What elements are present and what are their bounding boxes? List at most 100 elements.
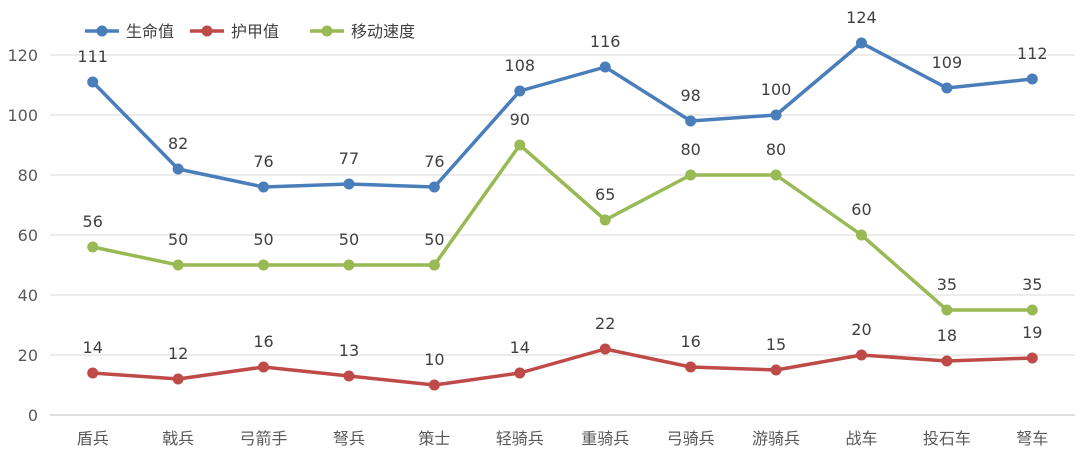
data-label: 12 — [168, 344, 188, 363]
data-label: 16 — [253, 332, 273, 351]
data-point — [1026, 352, 1038, 364]
x-axis: 盾兵 戟兵 弓箭手 弩兵 策士 轻骑兵 重骑兵 弓骑兵 游骑兵 战车 投石车 弩车 — [77, 429, 1049, 448]
data-point — [428, 379, 440, 391]
series-line — [90, 41, 1035, 189]
data-point — [1026, 304, 1038, 316]
data-label: 77 — [339, 149, 359, 168]
data-label: 56 — [83, 212, 103, 231]
x-tick-label: 弓箭手 — [240, 429, 288, 448]
data-point — [599, 214, 611, 226]
data-label: 82 — [168, 134, 188, 153]
x-tick-label: 弩兵 — [333, 429, 365, 448]
data-point — [941, 304, 953, 316]
x-tick-label: 轻骑兵 — [496, 429, 544, 448]
data-point — [855, 349, 867, 361]
data-label: 20 — [851, 320, 871, 339]
y-tick-label: 100 — [7, 106, 38, 125]
legend-label: 生命值 — [126, 22, 174, 41]
legend: 生命值 护甲值 移动速度 — [85, 22, 415, 41]
data-label: 90 — [510, 110, 530, 129]
data-point — [685, 169, 697, 181]
data-point — [770, 364, 782, 376]
data-label: 18 — [937, 326, 957, 345]
y-axis: 0 20 40 60 80 100 120 — [7, 46, 38, 425]
data-point — [258, 259, 270, 271]
data-point — [172, 163, 184, 175]
data-label: 100 — [761, 80, 792, 99]
data-label: 50 — [339, 230, 359, 249]
y-tick-label: 0 — [28, 406, 38, 425]
y-tick-label: 40 — [18, 286, 38, 305]
data-label: 112 — [1017, 44, 1048, 63]
data-label: 22 — [595, 314, 615, 333]
x-tick-label: 策士 — [418, 429, 450, 448]
data-point — [87, 76, 99, 88]
y-tick-label: 120 — [7, 46, 38, 65]
data-point — [941, 355, 953, 367]
data-point — [172, 373, 184, 385]
data-point — [172, 259, 184, 271]
data-point — [343, 259, 355, 271]
x-tick-label: 游骑兵 — [752, 429, 800, 448]
data-point — [343, 178, 355, 190]
x-tick-label: 重骑兵 — [581, 429, 629, 448]
legend-marker-icon — [96, 25, 108, 37]
series-1: 14 12 16 13 10 14 22 16 15 20 18 19 — [83, 314, 1042, 391]
data-label: 60 — [851, 200, 871, 219]
series-line — [90, 347, 1035, 387]
legend-item: 生命值 — [85, 22, 174, 41]
data-point — [941, 82, 953, 94]
data-label: 50 — [168, 230, 188, 249]
data-point — [770, 109, 782, 121]
x-tick-label: 战车 — [845, 429, 877, 448]
data-label: 124 — [846, 8, 877, 27]
data-label: 108 — [505, 56, 536, 75]
y-tick-label: 80 — [18, 166, 38, 185]
data-label: 50 — [253, 230, 273, 249]
x-tick-label: 投石车 — [923, 429, 971, 448]
series-line — [90, 143, 1035, 312]
data-label: 98 — [680, 86, 700, 105]
data-point — [258, 181, 270, 193]
data-label: 65 — [595, 185, 615, 204]
legend-label: 移动速度 — [351, 22, 415, 41]
legend-marker-icon — [201, 25, 213, 37]
data-point — [685, 361, 697, 373]
y-tick-label: 20 — [18, 346, 38, 365]
data-label: 35 — [937, 275, 957, 294]
data-point — [87, 241, 99, 253]
series-2: 56 50 50 50 50 90 65 80 80 60 35 35 — [83, 110, 1042, 316]
data-point — [428, 181, 440, 193]
x-tick-label: 弩车 — [1016, 429, 1048, 448]
legend-label: 护甲值 — [231, 22, 279, 41]
data-label: 15 — [766, 335, 786, 354]
y-tick-label: 60 — [18, 226, 38, 245]
data-point — [855, 37, 867, 49]
data-label: 109 — [932, 53, 963, 72]
data-label: 13 — [339, 341, 359, 360]
data-point — [1026, 73, 1038, 85]
data-point — [514, 85, 526, 97]
data-label: 76 — [253, 152, 273, 171]
data-label: 16 — [680, 332, 700, 351]
data-label: 80 — [766, 140, 786, 159]
data-point — [685, 115, 697, 127]
data-label: 14 — [510, 338, 530, 357]
legend-marker-icon — [321, 25, 333, 37]
data-point — [599, 343, 611, 355]
x-tick-label: 盾兵 — [77, 429, 109, 448]
data-label: 80 — [680, 140, 700, 159]
data-label: 111 — [77, 47, 108, 66]
legend-item: 护甲值 — [190, 22, 279, 41]
x-tick-label: 戟兵 — [162, 429, 194, 448]
data-point — [514, 367, 526, 379]
data-label: 14 — [83, 338, 103, 357]
data-label: 116 — [590, 32, 621, 51]
data-point — [514, 139, 526, 151]
data-point — [87, 367, 99, 379]
data-point — [258, 361, 270, 373]
data-label: 19 — [1022, 323, 1042, 342]
